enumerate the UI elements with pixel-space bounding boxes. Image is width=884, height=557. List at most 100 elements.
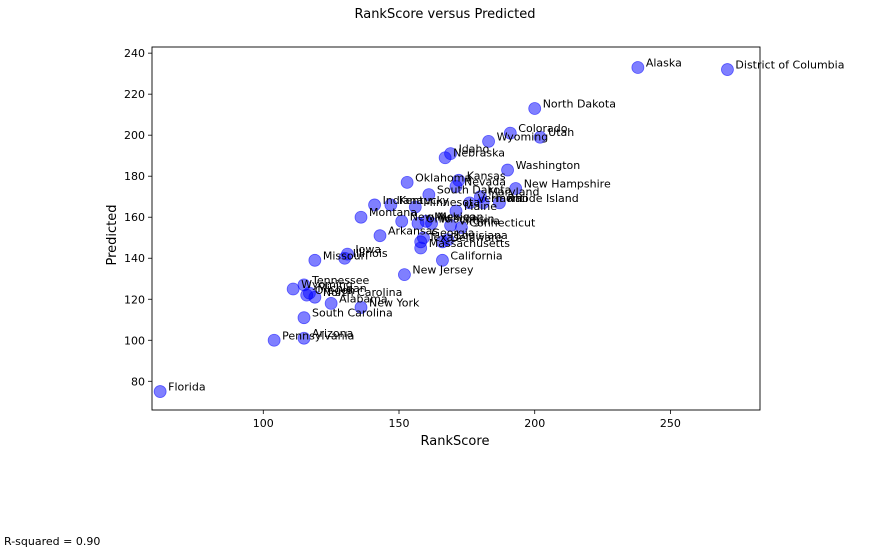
scatter-point bbox=[482, 134, 495, 148]
y-tick-label: 200 bbox=[124, 129, 145, 142]
scatter-point bbox=[297, 331, 311, 345]
point-label: South Dakota bbox=[437, 184, 511, 197]
point-label: Maryland bbox=[488, 186, 539, 199]
scatter-point bbox=[438, 151, 452, 165]
point-label: Indiana bbox=[383, 194, 424, 207]
scatter-point bbox=[503, 126, 517, 140]
scatter-point bbox=[509, 182, 523, 195]
point-label: Wisconsin bbox=[440, 212, 495, 225]
point-label: Arkansas bbox=[388, 225, 438, 238]
scatter-point bbox=[476, 196, 490, 210]
x-tick-label: 100 bbox=[253, 417, 274, 430]
point-label: Louisiana bbox=[456, 229, 508, 242]
point-label: Wyoming bbox=[301, 278, 353, 291]
scatter-point bbox=[354, 301, 368, 314]
point-label: Wyoming bbox=[497, 130, 549, 143]
point-label: Oregon bbox=[315, 284, 355, 297]
point-label: Colorado bbox=[518, 122, 567, 135]
point-label: Connecticut bbox=[469, 216, 536, 229]
point-label: Illinois bbox=[353, 247, 388, 260]
point-label: New Jersey bbox=[412, 264, 474, 277]
scatter-point bbox=[436, 235, 449, 249]
x-axis-label: RankScore bbox=[421, 434, 490, 449]
point-label: Michigan bbox=[434, 210, 483, 223]
point-label: Iowa bbox=[355, 243, 381, 256]
r-squared-text: R-squared = 0.90 bbox=[4, 535, 101, 548]
scatter-point bbox=[286, 282, 300, 296]
point-label: Tennessee bbox=[311, 274, 370, 287]
scatter-points bbox=[153, 61, 734, 398]
point-labels: Alaska District of Columbia North Dakota Co… bbox=[168, 57, 844, 394]
point-label: Alaska bbox=[646, 57, 682, 70]
point-label: South Carolina bbox=[312, 307, 393, 320]
point-label: Texas bbox=[428, 231, 460, 244]
point-label: New York bbox=[369, 296, 420, 309]
scatter-point bbox=[395, 214, 409, 228]
x-tick-label: 200 bbox=[524, 417, 545, 430]
scatter-point bbox=[436, 253, 449, 267]
scatter-point bbox=[400, 175, 414, 189]
scatter-point bbox=[153, 385, 167, 398]
point-label: District of Columbia bbox=[735, 59, 844, 72]
scatter-point bbox=[384, 198, 398, 212]
scatter-point bbox=[414, 241, 428, 255]
point-label: California bbox=[450, 249, 502, 262]
y-axis: 80 100 120 140 160 180 200 220 240 bbox=[124, 47, 152, 388]
scatter-point bbox=[449, 204, 463, 218]
point-label: Hawaii bbox=[491, 192, 528, 205]
point-label: Oklahoma bbox=[415, 171, 471, 184]
point-label: Michigan bbox=[317, 282, 366, 295]
y-tick-label: 140 bbox=[124, 252, 145, 265]
y-tick-label: 120 bbox=[124, 293, 145, 306]
y-tick-label: 160 bbox=[124, 211, 145, 224]
scatter-point bbox=[501, 163, 514, 177]
point-label: Delaware bbox=[450, 231, 502, 244]
scatter-point bbox=[398, 268, 411, 282]
point-label: Kansas bbox=[467, 169, 506, 182]
point-label: Ohio bbox=[426, 212, 452, 225]
scatter-point bbox=[408, 200, 422, 214]
y-axis-label: Predicted bbox=[105, 204, 120, 265]
point-label: Alabama bbox=[339, 292, 388, 305]
scatter-point bbox=[308, 290, 322, 304]
x-axis: 100 150 200 250 bbox=[253, 410, 681, 430]
point-label: North Carolina bbox=[323, 286, 403, 299]
scatter-point bbox=[463, 196, 476, 210]
scatter-point bbox=[493, 196, 506, 210]
x-tick-label: 250 bbox=[660, 417, 681, 430]
scatter-point bbox=[425, 216, 438, 230]
scatter-point bbox=[721, 63, 734, 76]
scatter-point bbox=[455, 221, 468, 234]
point-label: Vermont bbox=[478, 192, 525, 205]
scatter-point bbox=[267, 333, 281, 347]
point-label: Massachusetts bbox=[429, 237, 511, 250]
scatter-point bbox=[449, 180, 463, 193]
x-tick-label: 150 bbox=[389, 417, 410, 430]
scatter-point bbox=[354, 210, 368, 224]
point-label: Florida bbox=[168, 381, 205, 394]
point-label: Maine bbox=[464, 200, 497, 213]
scatter-point bbox=[308, 253, 322, 267]
point-label: Rhode Island bbox=[507, 192, 578, 205]
point-label: Idaho bbox=[459, 143, 490, 156]
point-label: New Hampshire bbox=[524, 178, 611, 191]
scatter-point bbox=[422, 188, 436, 202]
point-label: Nebraska bbox=[453, 147, 505, 160]
scatter-point bbox=[368, 198, 381, 212]
y-tick-label: 240 bbox=[124, 47, 145, 60]
scatter-point bbox=[338, 251, 352, 265]
point-label: Washington bbox=[516, 159, 581, 172]
point-label: New Mexico bbox=[410, 210, 476, 223]
point-label: Utah bbox=[548, 126, 574, 139]
scatter-point bbox=[533, 130, 547, 144]
scatter-point bbox=[411, 216, 425, 230]
point-label: Nevada bbox=[464, 175, 506, 188]
y-tick-label: 220 bbox=[124, 88, 145, 101]
point-label: Georgia bbox=[431, 227, 474, 240]
y-tick-label: 180 bbox=[124, 170, 145, 183]
scatter-figure: RankScore versus Predicted 80 100 120 140 16… bbox=[105, 7, 844, 449]
point-label: North Dakota bbox=[543, 98, 616, 111]
point-label: Virginia bbox=[459, 214, 500, 227]
point-label: Minnesota bbox=[423, 196, 480, 209]
y-tick-label: 80 bbox=[131, 375, 145, 388]
